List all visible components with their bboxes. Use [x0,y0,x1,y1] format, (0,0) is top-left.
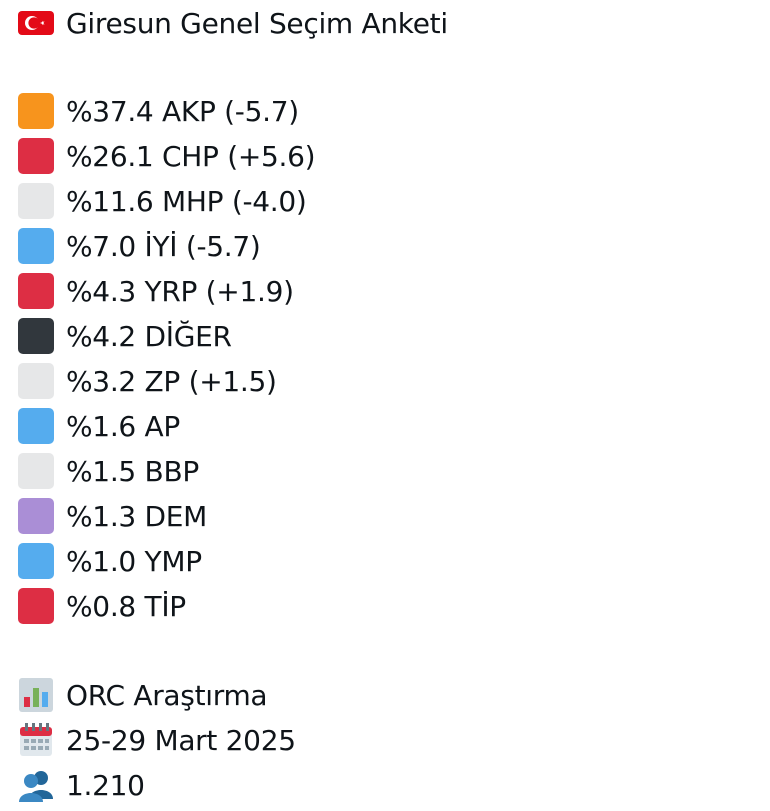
result-row: %4.3 YRP (+1.9) [18,270,294,312]
title-line: Giresun Genel Seçim Anketi [18,2,448,44]
result-row: %26.1 CHP (+5.6) [18,135,316,177]
result-row: %11.6 MHP (-4.0) [18,180,307,222]
result-row: %1.5 BBP [18,450,199,492]
result-row: %1.0 YMP [18,540,202,582]
result-text: %4.2 DİĞER [66,319,232,353]
color-square [18,543,54,579]
flag-icon [18,11,54,35]
color-square [18,453,54,489]
color-square [18,228,54,264]
result-text: %4.3 YRP (+1.9) [66,274,294,308]
source: ORC Araştırma [66,678,268,712]
result-text: %1.3 DEM [66,499,208,533]
result-text: %26.1 CHP (+5.6) [66,139,316,173]
result-row: %7.0 İYİ (-5.7) [18,225,261,267]
sample-line: 1.210 [18,764,145,806]
calendar-icon [20,723,52,756]
color-square [18,183,54,219]
sample-size: 1.210 [66,768,145,802]
color-square [18,588,54,624]
result-text: %1.5 BBP [66,454,199,488]
chart-icon [19,678,53,712]
color-square [18,138,54,174]
result-row: %3.2 ZP (+1.5) [18,360,277,402]
title: Giresun Genel Seçim Anketi [66,6,448,40]
color-square [18,93,54,129]
result-text: %37.4 AKP (-5.7) [66,94,299,128]
result-text: %1.6 AP [66,409,180,443]
color-square [18,318,54,354]
people-icon [19,771,53,802]
result-row: %0.8 TİP [18,585,186,627]
result-text: %3.2 ZP (+1.5) [66,364,277,398]
color-square [18,273,54,309]
color-square [18,363,54,399]
color-square [18,408,54,444]
result-text: %11.6 MHP (-4.0) [66,184,307,218]
result-text: %1.0 YMP [66,544,202,578]
result-row: %1.3 DEM [18,495,207,537]
result-row: %4.2 DİĞER [18,315,232,357]
date: 25-29 Mart 2025 [66,723,296,757]
result-row: %1.6 AP [18,405,180,447]
date-line: 25-29 Mart 2025 [18,719,296,761]
color-square [18,498,54,534]
result-row: %37.4 AKP (-5.7) [18,90,299,132]
source-line: ORC Araştırma [18,674,268,716]
result-text: %7.0 İYİ (-5.7) [66,229,261,263]
result-text: %0.8 TİP [66,589,186,623]
